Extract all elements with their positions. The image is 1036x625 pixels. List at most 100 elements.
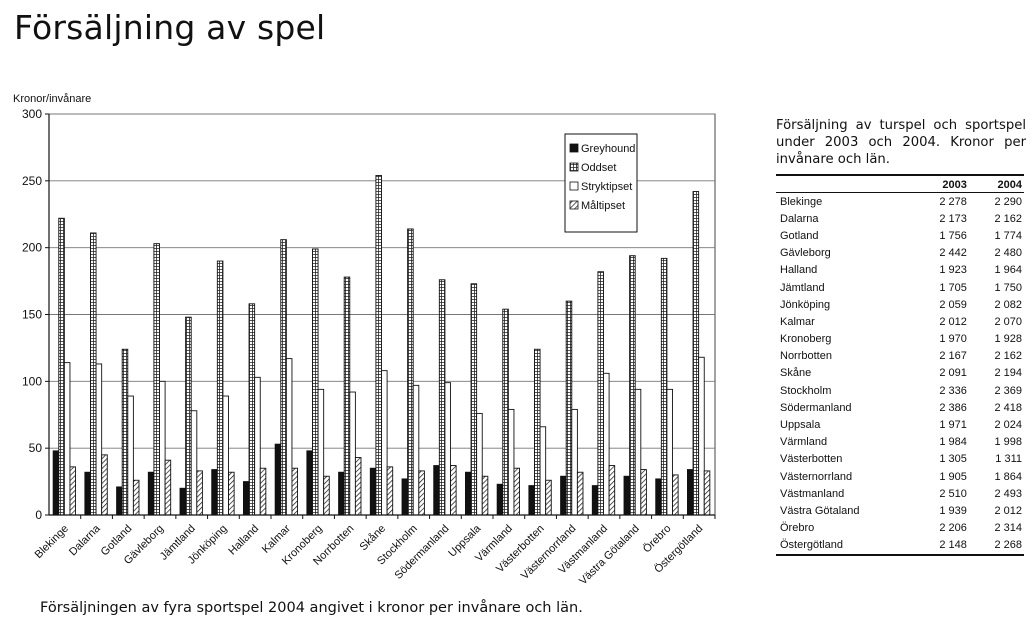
bar-stryktipset: [349, 391, 356, 516]
bar-greyhound: [369, 467, 377, 516]
bar-stryktipset: [127, 395, 134, 516]
bar-oddset: [343, 276, 351, 516]
bar-greyhound: [655, 478, 662, 516]
bar-stryktipset: [285, 358, 293, 516]
table-row: Västra Götaland 1 939 2 012: [776, 502, 1024, 519]
table-cell-region: Västerbotten: [780, 453, 843, 466]
x-tick-label: Dalarna: [67, 522, 103, 558]
bar-stryktipset: [698, 356, 705, 516]
bar-stryktipset: [603, 372, 610, 516]
table-cell-2004: 1 928: [994, 333, 1022, 346]
table-row: Norrbotten 2 167 2 162: [776, 348, 1024, 365]
table-cell-2003: 1 756: [939, 229, 967, 242]
bar-greyhound: [242, 481, 250, 516]
table-cell-2003: 1 905: [939, 470, 967, 483]
bar-m-ltipset: [354, 457, 362, 516]
bar-stryktipset: [634, 388, 642, 516]
table-cell-2003: 1 970: [939, 333, 967, 346]
table-cell-2004: 2 369: [994, 384, 1022, 397]
table-cell-region: Västernorrland: [780, 470, 853, 483]
bar-greyhound: [686, 469, 694, 516]
bar-greyhound: [591, 485, 599, 516]
table-cell-2003: 2 206: [939, 522, 967, 535]
table-cell-2004: 1 964: [994, 264, 1022, 277]
table-row: Västernorrland 1 905 1 864: [776, 468, 1024, 485]
table-cell-2003: 1 939: [939, 504, 967, 517]
table-row: Skåne 2 091 2 194: [776, 365, 1024, 382]
x-tick-label: Halland: [226, 523, 261, 558]
table-cell-2003: 2 167: [939, 350, 967, 363]
table-row: Västerbotten 1 305 1 311: [776, 451, 1024, 468]
table-header-2003: 2003: [914, 174, 971, 193]
bar-m-ltipset: [481, 475, 489, 516]
bar-stryktipset: [381, 370, 388, 516]
y-tick-label: 200: [22, 241, 42, 255]
bar-m-ltipset: [576, 471, 584, 516]
bar-m-ltipset: [228, 471, 235, 516]
bar-stryktipset: [254, 376, 261, 516]
bar-m-ltipset: [323, 475, 330, 516]
table-cell-region: Jämtland: [780, 281, 825, 294]
bar-m-ltipset: [450, 465, 457, 516]
bar-m-ltipset: [640, 469, 647, 516]
bar-m-ltipset: [259, 467, 267, 516]
bar-greyhound: [338, 471, 345, 516]
bar-oddset: [692, 191, 700, 516]
table-cell-region: Halland: [780, 264, 818, 277]
bar-stryktipset: [539, 426, 547, 516]
bar-greyhound: [623, 475, 631, 516]
legend-label: Måltipset: [581, 200, 625, 212]
table-cell-region: Uppsala: [780, 419, 821, 432]
table-row: Dalarna 2 173 2 162: [776, 210, 1024, 227]
bar-stryktipset: [222, 395, 229, 516]
legend-label: Oddset: [581, 162, 616, 174]
bar-greyhound: [147, 471, 155, 516]
table-cell-2004: 1 998: [994, 436, 1022, 449]
table-cell-2003: 2 386: [939, 401, 967, 414]
table-row: Värmland 1 984 1 998: [776, 434, 1024, 451]
table-cell-2003: 1 923: [939, 264, 967, 277]
legend-swatch: [569, 181, 579, 191]
table-cell-2004: 2 418: [994, 401, 1022, 414]
bar-stryktipset: [412, 384, 420, 516]
bar-stryktipset: [159, 380, 166, 516]
bar-oddset: [407, 228, 414, 516]
table-row: Jämtland 1 705 1 750: [776, 279, 1024, 296]
table-row: Kalmar 2 012 2 070: [776, 313, 1024, 330]
bar-stryktipset: [507, 408, 515, 516]
table-cell-region: Västmanland: [780, 487, 845, 500]
x-tick-label: Västra Götaland: [577, 523, 642, 588]
bar-m-ltipset: [513, 467, 521, 516]
table-cell-2004: 2 012: [994, 504, 1022, 517]
y-tick-label: 300: [22, 107, 42, 121]
y-tick-label: 50: [29, 441, 43, 455]
bar-stryktipset: [476, 412, 483, 516]
bar-m-ltipset: [164, 459, 172, 516]
table-cell-2004: 2 268: [970, 536, 1024, 556]
bar-oddset: [312, 248, 319, 516]
bar-stryktipset: [666, 388, 673, 516]
table-cell-region: Södermanland: [780, 401, 852, 414]
bar-greyhound: [560, 475, 567, 516]
bar-greyhound: [274, 443, 282, 516]
table-row: Gävleborg 2 442 2 480: [776, 245, 1024, 262]
table-cell-region: Örebro: [780, 522, 815, 535]
x-tick-label: Västernorrland: [519, 523, 579, 583]
table-row: Kronoberg 1 970 1 928: [776, 331, 1024, 348]
table-cell-2003: 2 278: [939, 195, 967, 208]
table-cell-2004: 2 493: [994, 487, 1022, 500]
bar-oddset: [565, 300, 573, 516]
bar-oddset: [216, 260, 224, 516]
sales-table: 2003 2004 Blekinge 2 278 2 290 Dalarna 2 173…: [776, 174, 1024, 556]
table-cell-2004: 2 024: [994, 419, 1022, 432]
table-row: Gotland 1 756 1 774: [776, 227, 1024, 244]
table-header-row: 2003 2004: [776, 174, 1024, 193]
table-cell-2003: 2 148: [914, 536, 971, 556]
table-cell-2004: 2 162: [994, 350, 1022, 363]
table-row: Västmanland 2 510 2 493: [776, 485, 1024, 502]
table-cell-2003: 2 091: [939, 367, 967, 380]
table-cell-2004: 2 314: [994, 522, 1022, 535]
bar-greyhound: [211, 469, 218, 516]
table-cell-region: Dalarna: [780, 212, 819, 225]
bar-m-ltipset: [132, 479, 140, 516]
